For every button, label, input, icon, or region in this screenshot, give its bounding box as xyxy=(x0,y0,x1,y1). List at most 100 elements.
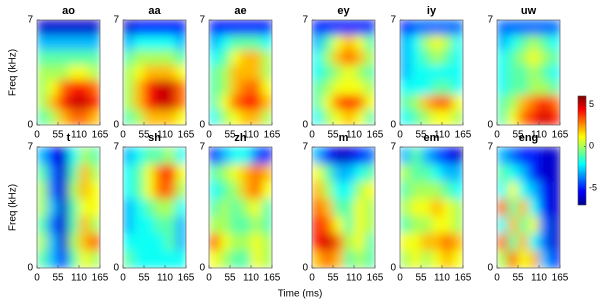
heatmap-cell xyxy=(400,110,411,125)
heatmap-cell xyxy=(251,250,262,268)
heatmap-cell xyxy=(442,65,453,81)
heatmap-cell xyxy=(230,35,241,51)
x-tick-label: 55 xyxy=(512,273,524,284)
heatmap-cell xyxy=(89,250,100,268)
x-tick-label: 165 xyxy=(264,273,281,284)
heatmap-cell xyxy=(364,181,375,200)
heatmap-cell xyxy=(322,95,334,111)
heatmap-cell xyxy=(251,65,262,81)
heatmap-cell xyxy=(354,198,365,217)
axes-frame xyxy=(496,146,561,269)
heatmap-cell xyxy=(452,164,463,183)
heatmap-cell xyxy=(261,65,272,81)
heatmap-cell xyxy=(343,95,355,111)
heatmap-cell xyxy=(230,65,241,81)
heatmap-cell xyxy=(58,198,69,217)
heatmap-cell xyxy=(518,216,529,234)
heatmap-cell xyxy=(240,35,252,51)
heatmap-cell xyxy=(219,95,231,111)
heatmap-cells xyxy=(209,147,272,268)
heatmap-cell xyxy=(528,110,540,125)
heatmap-cell xyxy=(528,95,540,111)
x-tick-label: 110 xyxy=(434,273,450,284)
x-tick-label: 55 xyxy=(138,273,150,284)
heatmap-cell xyxy=(209,95,220,111)
heatmap-cell xyxy=(47,250,59,268)
y-axis-label: Freq (kHz) xyxy=(8,49,19,96)
heatmap-cell xyxy=(230,20,241,36)
x-tick-label: 110 xyxy=(243,273,259,284)
heatmap-cell xyxy=(497,250,508,268)
heatmap-cell xyxy=(431,164,443,183)
heatmap-cell xyxy=(230,110,241,125)
panel: iy 0 55 110 165 0 7 xyxy=(390,5,471,141)
heatmap-cell xyxy=(431,216,443,234)
heatmap-cell xyxy=(364,216,375,234)
heatmap-cell xyxy=(539,164,550,183)
heatmap-cell xyxy=(421,233,432,252)
heatmap-cell xyxy=(400,65,411,81)
heatmap-cell xyxy=(322,35,334,51)
colorbar-tick-label: 0 xyxy=(589,141,594,151)
colorbar-tick-label: -5 xyxy=(589,183,597,193)
heatmap-cell xyxy=(175,95,186,111)
axes-frame xyxy=(496,19,561,126)
heatmap-cell xyxy=(343,233,355,252)
heatmap-cell xyxy=(539,147,550,165)
heatmap-cell xyxy=(333,250,344,268)
heatmap-cell xyxy=(507,147,519,165)
heatmap-cell xyxy=(528,147,540,165)
heatmap-cell xyxy=(539,20,550,36)
heatmap-cell xyxy=(528,181,540,200)
heatmap-cell xyxy=(421,50,432,66)
panel-title: ey xyxy=(337,5,350,17)
heatmap-cell xyxy=(123,95,134,111)
heatmap-cell xyxy=(421,181,432,200)
x-tick-label: 165 xyxy=(178,273,195,284)
heatmap-cell xyxy=(79,20,90,36)
heatmap-cell xyxy=(251,110,262,125)
heatmap-cell xyxy=(261,198,272,217)
x-tick-label: 0 xyxy=(34,130,40,141)
heatmap-cell xyxy=(322,80,334,96)
heatmap-cell xyxy=(442,181,453,200)
heatmap-cell xyxy=(497,233,508,252)
heatmap-cell xyxy=(421,110,432,125)
heatmap-cell xyxy=(175,147,186,165)
heatmap-cell xyxy=(333,216,344,234)
heatmap-cell xyxy=(209,198,220,217)
heatmap-cell xyxy=(230,164,241,183)
panel-title: zh xyxy=(234,132,247,144)
x-tick-label: 55 xyxy=(224,273,236,284)
heatmap-cell xyxy=(133,164,145,183)
heatmap-cell xyxy=(322,233,334,252)
x-tick-label: 110 xyxy=(157,273,173,284)
heatmap-cell xyxy=(37,35,48,51)
x-tick-label: 55 xyxy=(512,130,524,141)
heatmap-cell xyxy=(209,216,220,234)
heatmap-cell xyxy=(261,181,272,200)
heatmap-cell xyxy=(89,164,100,183)
heatmap-cell xyxy=(133,95,145,111)
heatmap-cell xyxy=(154,35,166,51)
heatmap-cell xyxy=(240,65,252,81)
heatmap-cell xyxy=(549,35,560,51)
heatmap-cell xyxy=(507,164,519,183)
heatmap-cell xyxy=(37,20,48,36)
heatmap-cell xyxy=(58,250,69,268)
heatmap-cell xyxy=(230,216,241,234)
heatmap-cell xyxy=(89,65,100,81)
heatmap-cell xyxy=(364,50,375,66)
heatmap-cell xyxy=(343,181,355,200)
heatmap-cell xyxy=(333,80,344,96)
heatmap-cell xyxy=(240,233,252,252)
heatmap-cell xyxy=(251,198,262,217)
heatmap-cell xyxy=(410,181,422,200)
heatmap-cell xyxy=(133,65,145,81)
heatmap-cell xyxy=(144,198,155,217)
heatmap-cell xyxy=(452,181,463,200)
heatmap-cell xyxy=(240,181,252,200)
x-axis-label: Time (ms) xyxy=(278,289,323,300)
